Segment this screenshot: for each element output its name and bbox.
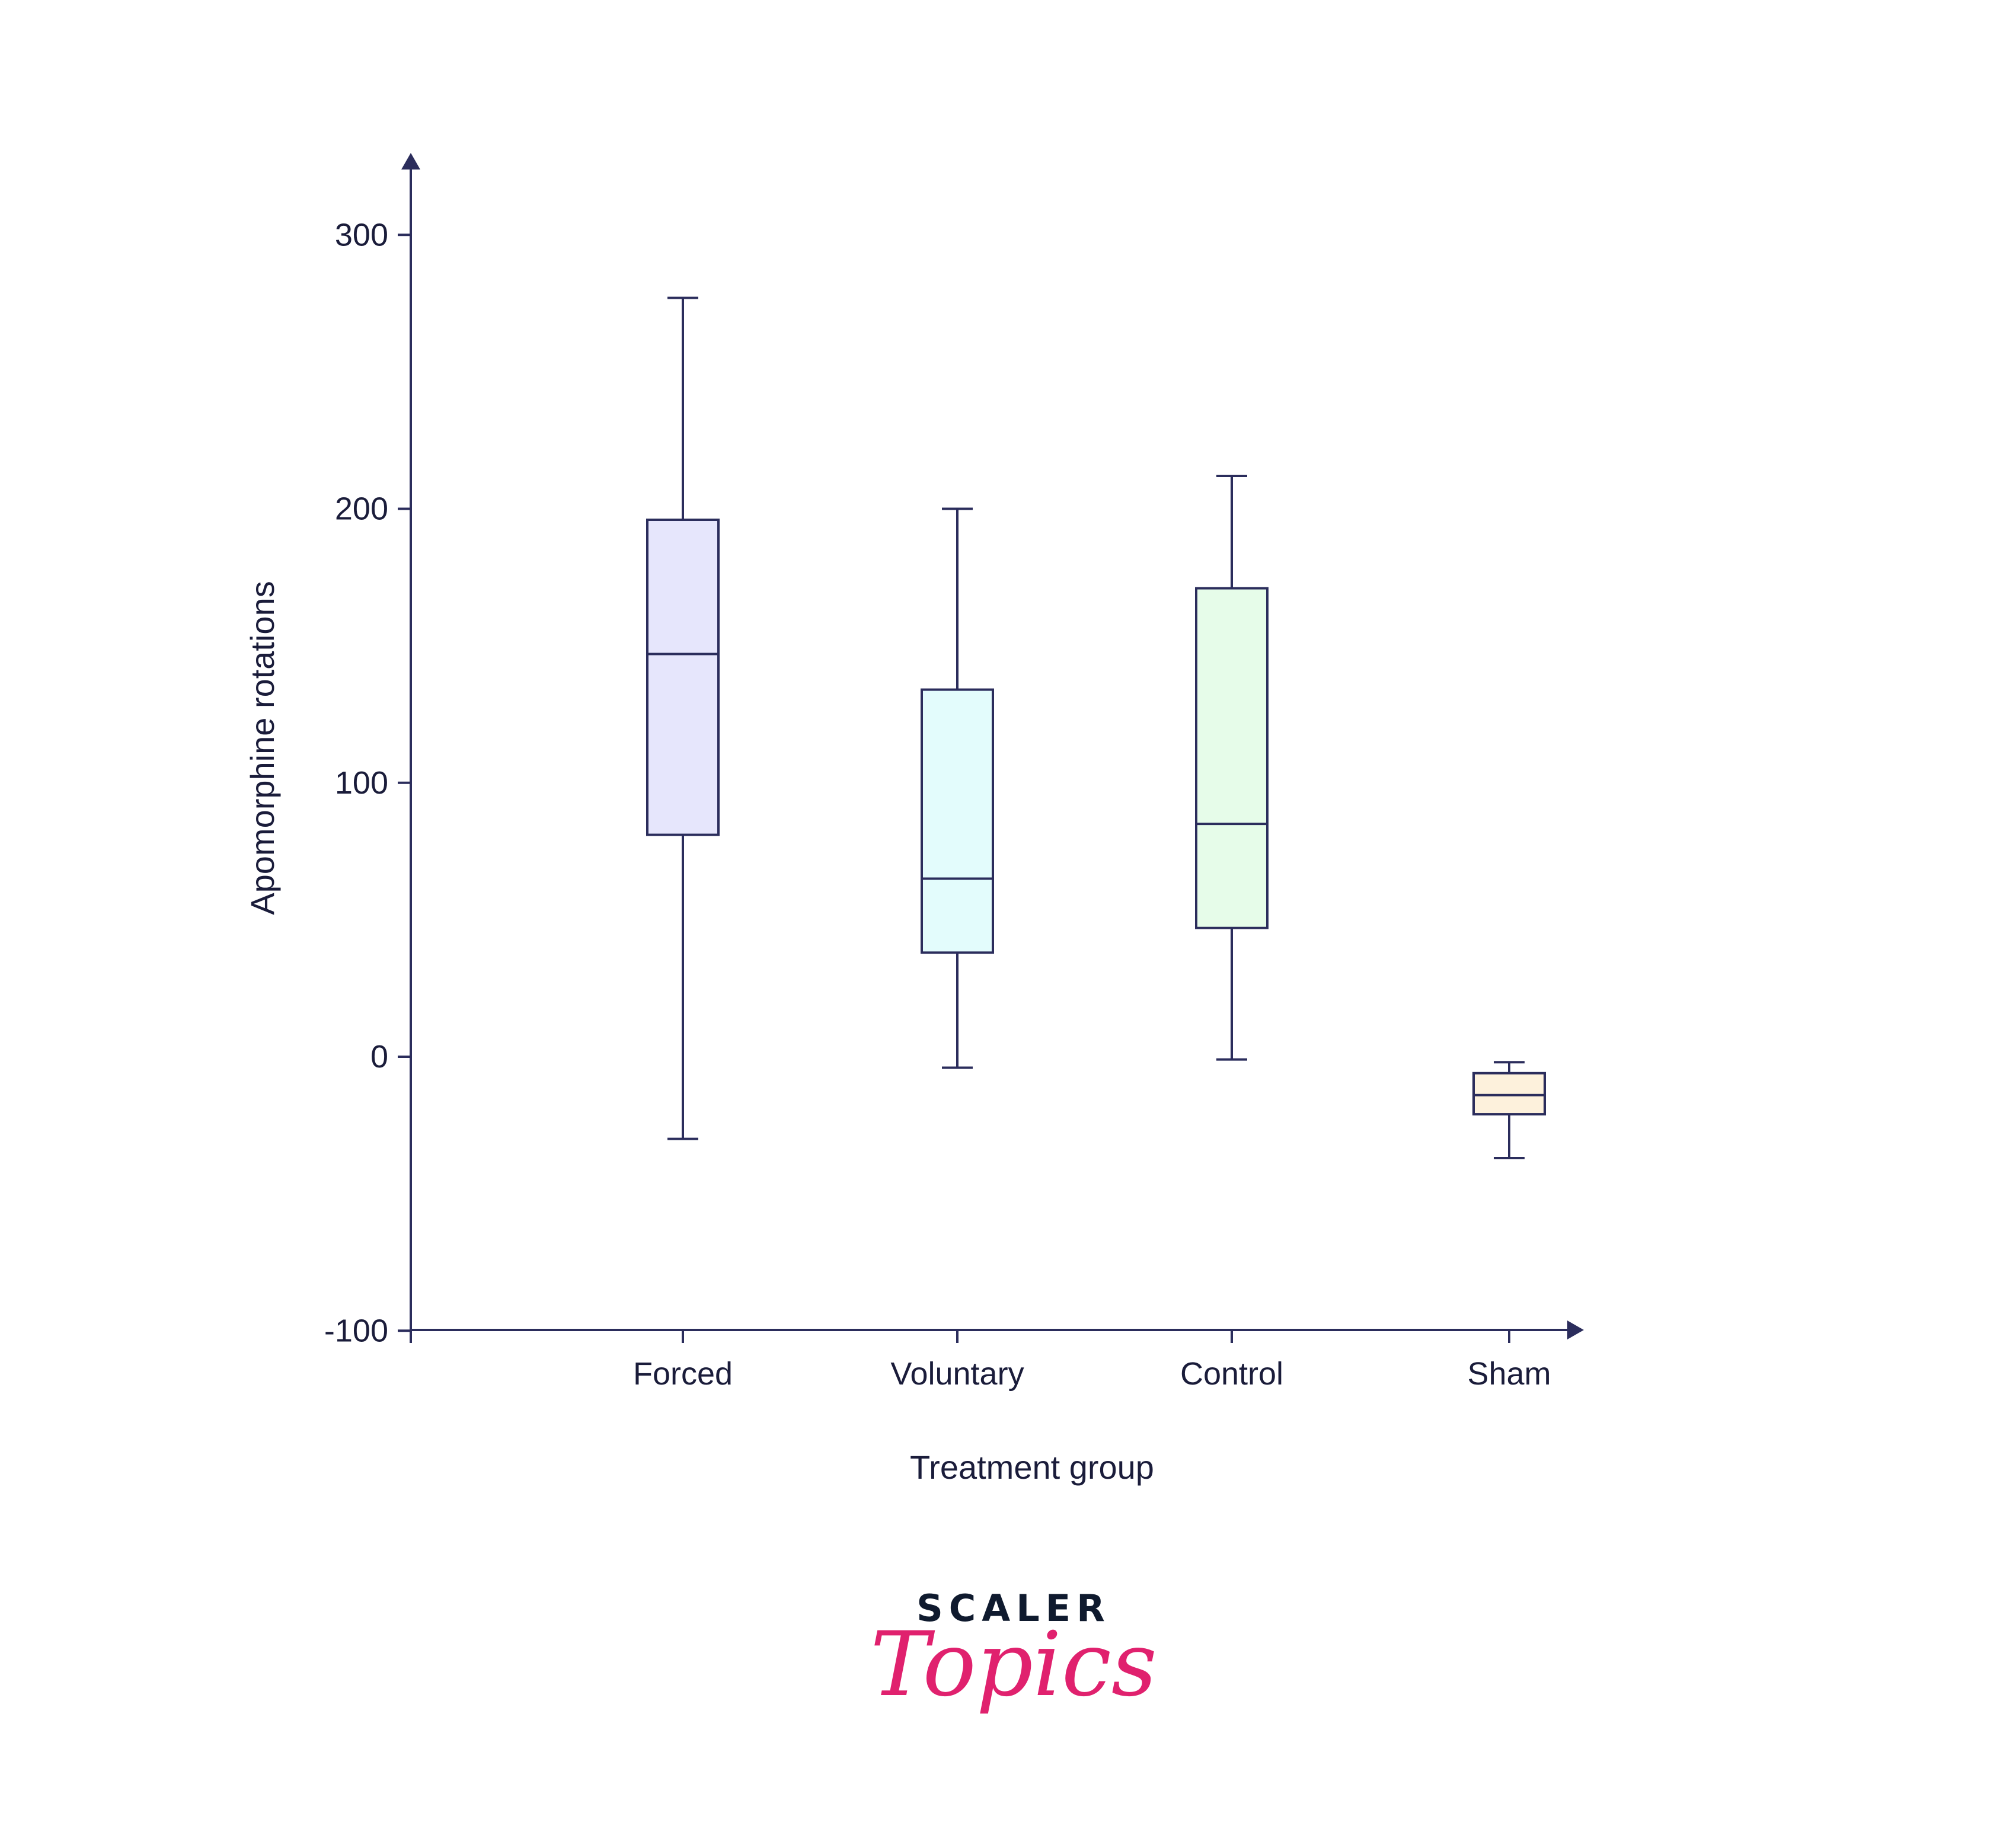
- y-tick-label: 0: [370, 1039, 388, 1075]
- y-tick-label: 300: [335, 217, 388, 252]
- y-tick-label: 100: [335, 765, 388, 801]
- brand-script: Topics: [870, 1613, 1157, 1716]
- iqr-box: [1472, 1072, 1546, 1116]
- box-plots: [646, 296, 1546, 1160]
- iqr-box: [1195, 587, 1269, 929]
- y-axis-title: Apomorphine rotations: [244, 581, 281, 914]
- box-forced: [646, 296, 720, 1140]
- x-tick-label: Voluntary: [890, 1356, 1024, 1392]
- brand-logo: SCALER Topics: [870, 1587, 1157, 1716]
- x-axis-title: Treatment group: [910, 1449, 1154, 1486]
- x-tick-label: Sham: [1467, 1356, 1551, 1392]
- y-tick-label: 200: [335, 491, 388, 527]
- y-axis-arrow-icon: [401, 153, 420, 170]
- x-tick-label: Forced: [633, 1356, 733, 1392]
- x-ticks: Forced Voluntary Control Sham: [410, 1330, 1551, 1392]
- axes: [401, 153, 1584, 1339]
- y-ticks: -100 0 100 200 300: [324, 217, 411, 1348]
- box-sham: [1472, 1061, 1546, 1160]
- iqr-box: [921, 688, 994, 954]
- x-axis-arrow-icon: [1567, 1320, 1584, 1339]
- box-voluntary: [921, 507, 994, 1069]
- brand-name: SCALER: [916, 1587, 1111, 1630]
- x-tick-label: Control: [1180, 1356, 1283, 1392]
- y-tick-label: -100: [324, 1313, 388, 1348]
- iqr-box: [646, 518, 720, 836]
- box-control: [1195, 475, 1269, 1061]
